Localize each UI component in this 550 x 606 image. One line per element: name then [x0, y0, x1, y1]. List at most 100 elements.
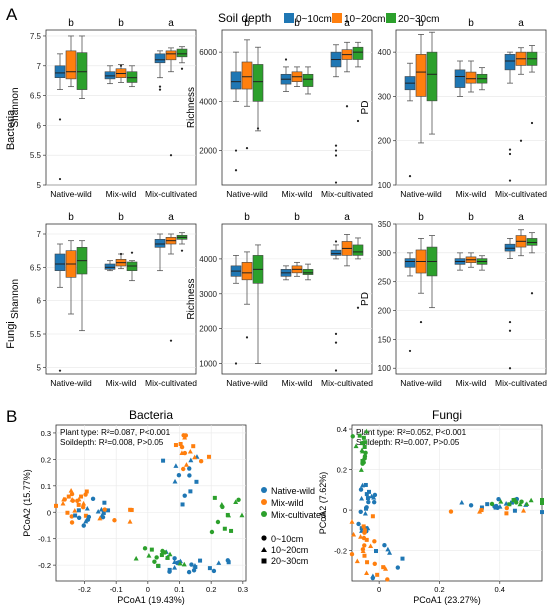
boxplot-bac_pd: 100 200 300 400 PD b Native-wild b Mix-wild a Mix-…	[360, 18, 547, 199]
outlier-point	[180, 249, 184, 252]
box	[415, 54, 427, 97]
box	[404, 258, 416, 268]
outlier-point	[508, 320, 512, 324]
point-10-20	[146, 553, 152, 558]
box	[426, 51, 438, 102]
y-tick-label: 0	[343, 506, 347, 515]
point-20-30	[374, 549, 379, 554]
y-axis-label: Richness	[186, 278, 197, 319]
legend-label-10-20: 10~20cm	[344, 14, 385, 25]
point-0-10	[154, 555, 159, 560]
point-0-10	[76, 515, 82, 521]
point-20-30	[512, 508, 517, 513]
point-20-30	[54, 503, 58, 508]
point-0-10	[220, 504, 225, 510]
point-0-10	[356, 521, 361, 527]
pcoa-title: Bacteria	[129, 408, 173, 422]
x-axis-label: PCoA1 (19.43%)	[117, 595, 185, 605]
y-tick-label: 4000	[199, 255, 217, 264]
stats-text: Soildepth: R²=0.007, P>0.05	[356, 438, 460, 447]
point-10-20	[359, 495, 365, 501]
significance-letter: a	[168, 212, 174, 223]
outlier-point	[508, 152, 512, 156]
y-tick-label: 5.5	[30, 151, 42, 160]
point-0-10	[100, 514, 106, 520]
point-0-10	[366, 499, 371, 505]
point-20-30	[364, 492, 369, 497]
x-tick-label: 0.1	[174, 585, 184, 594]
legend-swatch-20-30	[386, 13, 396, 23]
point-20-30	[161, 458, 166, 463]
point-20-30	[365, 496, 370, 501]
point-0-10	[448, 509, 454, 514]
point-0-10	[209, 529, 215, 535]
point-20-30	[509, 500, 514, 505]
point-20-30	[159, 553, 164, 558]
legend-label-0-10: 0~10cm	[296, 14, 332, 25]
point-10-20	[60, 500, 66, 506]
point-10-20	[181, 561, 187, 567]
point-20-30	[84, 489, 89, 494]
y-tick-label: 2000	[199, 147, 217, 156]
point-0-10	[176, 472, 182, 478]
outlier-point	[58, 369, 62, 372]
y-tick-label: 1000	[199, 360, 217, 369]
group-label: Native-wild	[226, 378, 268, 388]
significance-letter: b	[418, 212, 424, 223]
point-20-30	[362, 553, 367, 558]
outlier-point	[245, 336, 249, 339]
point-10-20	[358, 534, 364, 539]
point-10-20	[368, 543, 374, 549]
pcoa-legend-native-marker	[261, 487, 267, 493]
x-tick-label: 0	[377, 585, 381, 594]
point-10-20	[349, 519, 355, 524]
point-20-30	[206, 454, 211, 459]
significance-letter: b	[68, 18, 74, 29]
boxplot-fun_richness: 1000 2000 3000 4000 Richness b Native-wild b Mix…	[186, 212, 373, 388]
group-label: Mix-wild	[456, 378, 487, 388]
box	[252, 64, 264, 102]
point-0-10	[198, 459, 204, 464]
point-0-10	[385, 577, 390, 582]
significance-letter: a	[518, 18, 524, 29]
point-20-30	[101, 510, 106, 515]
boxplot-fun_pd: 100 150 200 250 300 350 PD b Native-wild b Mix-wil…	[360, 212, 547, 388]
point-0-10	[80, 504, 86, 510]
outlier-point	[158, 85, 162, 88]
box	[352, 46, 364, 60]
point-10-20	[83, 518, 89, 524]
y-tick-label: 7.5	[30, 32, 42, 41]
point-20-30	[76, 502, 81, 507]
point-0-10	[182, 450, 188, 456]
point-20-30	[73, 513, 78, 518]
group-label: Native-wild	[226, 189, 268, 199]
point-20-30	[363, 440, 368, 445]
group-label: Mix-wild	[106, 378, 137, 388]
outlier-point	[530, 292, 534, 295]
point-10-20	[524, 501, 530, 506]
y-tick-label: 0.4	[337, 425, 347, 434]
box	[526, 238, 538, 246]
point-0-10	[362, 543, 367, 548]
point-10-20	[192, 454, 198, 460]
point-20-30	[188, 489, 193, 494]
box	[241, 262, 253, 281]
outlier-point	[334, 181, 338, 184]
outlier-point	[408, 349, 412, 353]
point-10-20	[358, 467, 364, 472]
point-0-10	[211, 568, 217, 574]
point-20-30	[365, 560, 370, 565]
box	[302, 73, 314, 87]
significance-letter: b	[468, 212, 474, 223]
box	[54, 65, 66, 78]
point-10-20	[177, 558, 183, 564]
point-20-30	[165, 555, 170, 560]
plot-frame	[45, 223, 197, 375]
y-axis-label: PD	[360, 292, 371, 306]
x-tick-label: 0.2	[206, 585, 216, 594]
pcoa-legend: Native-wild Mix-wild Mix-cultivated 0~10…	[261, 486, 326, 566]
boxplot-panels: 5 5.5 6 6.5 7 7.5 Shannon b Native-wild b Mix-wild…	[10, 18, 547, 388]
point-0-10	[189, 562, 194, 567]
point-10-20	[61, 496, 67, 502]
y-tick-label: 3000	[199, 290, 217, 299]
